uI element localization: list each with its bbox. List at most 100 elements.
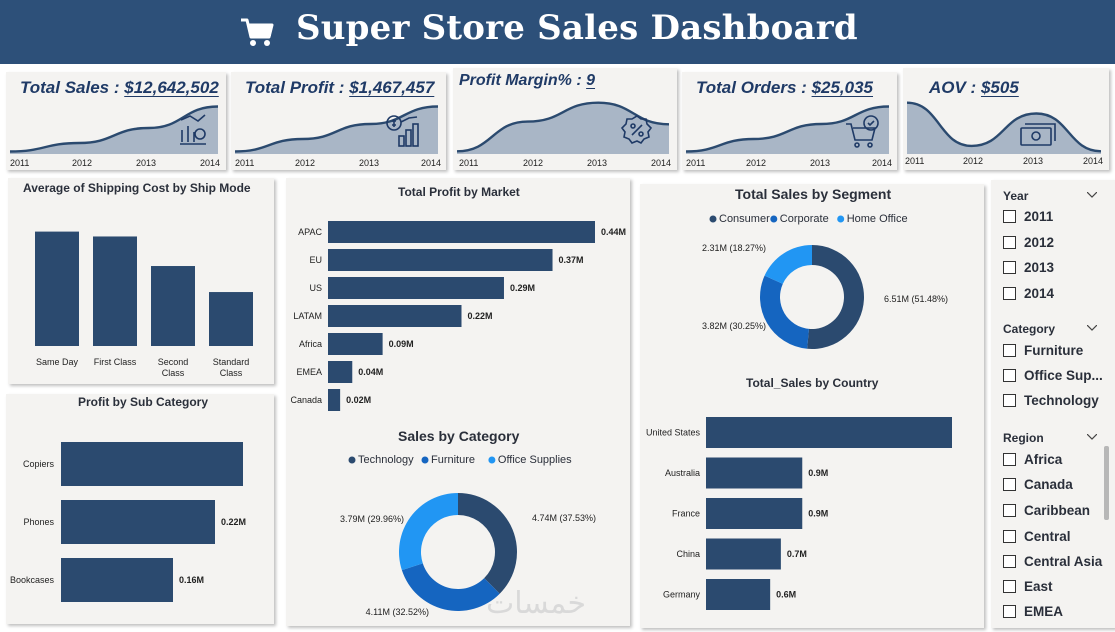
kpi-year-label: 2014 <box>872 158 893 168</box>
kpi-year-label: 2013 <box>359 158 380 168</box>
kpi-year-label: 2013 <box>136 158 157 168</box>
legend-label: Corporate <box>780 213 829 225</box>
sparkline-area <box>457 102 669 154</box>
dashboard-title: Super Store Sales Dashboard <box>296 8 858 48</box>
country-bar <box>706 457 803 489</box>
market-value-label: 0.02M <box>346 395 371 405</box>
region-option[interactable]: Central Asia <box>1003 554 1102 569</box>
country-label: Germany <box>663 590 701 600</box>
shipping-bar <box>35 231 79 346</box>
subcategory-panel[interactable]: Profit by Sub Category Copiers Phones 0.22… <box>6 394 274 624</box>
country-bar <box>706 579 771 610</box>
donut-value-label: 4.11M (32.52%) <box>366 607 429 617</box>
kpi-total-orders[interactable]: Total Orders : $25,035 2011 2012 2013 20… <box>682 72 897 170</box>
donut-value-label: 2.31M (18.27%) <box>702 243 766 253</box>
year-option-label: 2012 <box>1024 235 1055 250</box>
chevron-down-icon[interactable] <box>1087 434 1097 440</box>
subcategory-value-label: 0.22M <box>221 517 246 527</box>
region-option[interactable]: Caribbean <box>1003 503 1090 518</box>
checkbox[interactable] <box>1003 210 1016 223</box>
kpi-year-label: 2013 <box>1023 156 1044 166</box>
checkbox[interactable] <box>1003 605 1016 618</box>
region-option[interactable]: East <box>1003 579 1053 594</box>
region-option-label: Africa <box>1024 452 1063 467</box>
market-bar <box>328 305 462 327</box>
legend-marker <box>421 456 429 464</box>
shipping-bar <box>151 266 195 346</box>
donut-slice <box>807 245 864 349</box>
kpi-year-label: 2014 <box>200 158 221 168</box>
checkbox[interactable] <box>1003 530 1016 543</box>
year-option[interactable]: 2013 <box>1003 260 1054 275</box>
checkbox[interactable] <box>1003 580 1016 593</box>
kpi-total-sales[interactable]: Total Sales : $12,642,502 2011 2012 2013… <box>6 72 226 170</box>
legend-marker <box>837 215 845 223</box>
shipping-category-label: First Class <box>94 357 137 367</box>
region-option[interactable]: Canada <box>1003 477 1073 492</box>
checkbox[interactable] <box>1003 394 1016 407</box>
checkbox[interactable] <box>1003 287 1016 300</box>
country-bar <box>706 498 803 529</box>
region-scrollbar[interactable] <box>1104 446 1109 520</box>
kpi-title: Total Profit : $1,467,457 <box>245 78 434 98</box>
year-slicer-title: Year <box>1003 189 1029 203</box>
checkbox[interactable] <box>1003 369 1016 382</box>
checkbox[interactable] <box>1003 261 1016 274</box>
checkbox[interactable] <box>1003 478 1016 491</box>
year-option-label: 2011 <box>1024 209 1054 224</box>
market-bar <box>328 221 595 243</box>
country-label: United States <box>646 428 701 438</box>
region-option[interactable]: Central <box>1003 529 1071 544</box>
kpi-value: $1,467,457 <box>349 78 435 97</box>
kpi-sparkline <box>234 105 439 154</box>
category-option-label: Office Sup... <box>1024 368 1103 383</box>
kpi-profit-margin[interactable]: Profit Margin% : 9 2011 2012 2013 2014 <box>453 68 677 170</box>
year-option[interactable]: 2014 <box>1003 286 1054 301</box>
market-title: Total Profit by Market <box>398 185 520 199</box>
legend-label: Technology <box>358 454 414 466</box>
market-bar <box>328 277 504 299</box>
kpi-label: Total Profit : <box>245 78 350 97</box>
watermark: خمسات <box>486 586 587 621</box>
kpi-year-label: 2011 <box>905 156 925 166</box>
donut-value-label: 3.79M (29.96%) <box>340 514 404 524</box>
subcategory-label: Bookcases <box>10 575 55 585</box>
category-option-label: Technology <box>1024 393 1099 408</box>
region-option[interactable]: EMEA <box>1003 604 1063 619</box>
kpi-title: Total Orders : $25,035 <box>696 78 873 98</box>
donut-slice <box>458 493 517 594</box>
year-option[interactable]: 2011 <box>1003 209 1053 224</box>
subcategory-bar <box>61 558 173 602</box>
checkbox[interactable] <box>1003 453 1016 466</box>
checkbox[interactable] <box>1003 504 1016 517</box>
market-bar <box>328 333 383 355</box>
kpi-title: Profit Margin% : 9 <box>459 72 595 90</box>
sparkline-line <box>9 105 219 153</box>
region-slicer-title: Region <box>1003 431 1044 445</box>
sparkline-line <box>906 101 1102 153</box>
chevron-down-icon[interactable] <box>1087 325 1097 331</box>
checkbox[interactable] <box>1003 344 1016 357</box>
subcategory-bar <box>61 442 243 486</box>
kpi-value: $25,035 <box>811 78 874 97</box>
category-option[interactable]: Technology <box>1003 393 1099 408</box>
category-option[interactable]: Office Sup... <box>1003 368 1103 383</box>
kpi-sparkline <box>9 105 219 154</box>
year-option-label: 2014 <box>1024 286 1055 301</box>
market-category-panel[interactable]: Total Profit by Market APAC 0.44M EU 0.37M U… <box>286 178 630 626</box>
shipping-cost-panel[interactable]: Average of Shipping Cost by Ship Mode Sa… <box>8 178 274 384</box>
shipping-category-label: Second <box>158 357 189 367</box>
region-option-label: Central Asia <box>1024 554 1103 569</box>
category-option[interactable]: Furniture <box>1003 343 1083 358</box>
year-option[interactable]: 2012 <box>1003 235 1054 250</box>
kpi-aov[interactable]: AOV : $505 2011 2012 2013 2014 <box>903 68 1109 170</box>
checkbox[interactable] <box>1003 236 1016 249</box>
country-bar <box>706 417 952 448</box>
donut-slice <box>764 245 812 284</box>
region-option[interactable]: Africa <box>1003 452 1062 467</box>
segment-country-panel[interactable]: Total Sales by Segment Consumer Corporate… <box>640 184 984 628</box>
cart-check-icon <box>846 115 879 148</box>
chevron-down-icon[interactable] <box>1087 192 1097 198</box>
kpi-total-profit[interactable]: Total Profit : $1,467,457 2011 2012 2013… <box>231 72 446 170</box>
checkbox[interactable] <box>1003 555 1016 568</box>
